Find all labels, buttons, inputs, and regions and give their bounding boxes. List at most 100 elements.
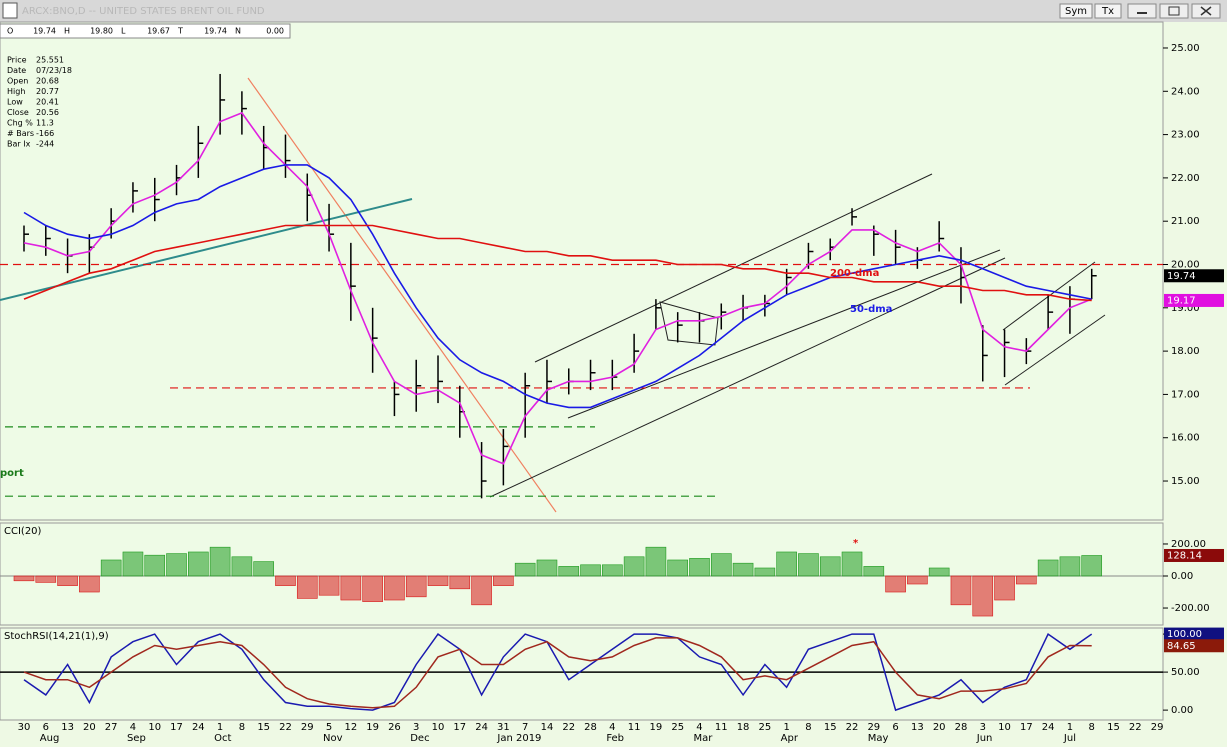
x-tick-label: 6 (892, 722, 898, 733)
maximize-icon (1168, 6, 1180, 16)
y-tick-label: -200.00 (1171, 603, 1210, 614)
cci-bar (188, 551, 209, 577)
cci-bar (209, 546, 231, 577)
cci-bar (340, 575, 362, 601)
month-label: Sep (127, 733, 146, 743)
indicator-line (23, 224, 1092, 302)
cci-bar (754, 567, 776, 577)
trend-line (0, 198, 413, 301)
channel-line (1004, 314, 1106, 386)
channel-line (567, 249, 1001, 419)
info-value: 25.551 (36, 56, 64, 65)
quote-key: T (177, 27, 183, 36)
x-tick-label: 24 (1042, 722, 1055, 733)
annotation: port (0, 468, 24, 479)
month-label: Jul (1063, 733, 1076, 743)
flag-shape (659, 301, 719, 346)
y-tick-label: 15.00 (1171, 476, 1200, 487)
cci-bar (362, 575, 383, 602)
info-value: 11.3 (36, 119, 54, 128)
cci-bar (972, 575, 994, 617)
x-tick-label: 8 (239, 722, 245, 733)
x-tick-label: 6 (43, 722, 49, 733)
cci-bar (841, 551, 863, 577)
cci-bar (384, 575, 405, 601)
quote-value: 19.74 (204, 27, 227, 36)
cci-bar (580, 564, 601, 577)
cci-bar (144, 554, 166, 577)
tx-button[interactable] (1094, 3, 1122, 19)
x-tick-label: 27 (105, 722, 118, 733)
cci-bar (57, 575, 78, 586)
month-label: Jun (976, 733, 993, 743)
month-label: Oct (214, 733, 231, 743)
cci-bar (928, 567, 950, 577)
x-tick-label: 7 (522, 722, 528, 733)
x-tick-label: 24 (475, 722, 488, 733)
y-tick-label: 0.00 (1171, 571, 1193, 582)
y-tick-label: 50.00 (1171, 667, 1200, 678)
x-tick-label: 8 (1089, 722, 1095, 733)
x-tick-label: 17 (453, 722, 466, 733)
y-tick-label: 19.00 (1171, 303, 1200, 314)
last-value-tag (1164, 548, 1224, 562)
info-key: High (7, 87, 25, 96)
cci-bar (885, 575, 906, 593)
quote-value: 19.74 (33, 27, 56, 36)
cci-bar (471, 575, 492, 606)
x-tick-label: 10 (998, 722, 1011, 733)
data-window: Price 25.551 Date 07/23/18 Open 20.68 High 20.7… (7, 56, 72, 149)
x-tick-label: 11 (628, 722, 641, 733)
y-tick-label: 16.00 (1171, 433, 1200, 444)
x-tick-label: 22 (279, 722, 292, 733)
x-tick-label: 29 (867, 722, 880, 733)
y-tick-label: 200.00 (1171, 539, 1206, 550)
annotation: 200-dma (830, 268, 879, 279)
panel-title: CCI(20) (4, 526, 42, 537)
y-tick-label: 17.00 (1171, 389, 1200, 400)
cci-bar (602, 564, 623, 577)
cci-bar (296, 575, 318, 599)
quote-value: 19.80 (90, 27, 113, 36)
info-key: Low (7, 98, 23, 107)
trend-line (247, 77, 557, 513)
last-value-tag (1164, 639, 1224, 653)
price-panel (0, 21, 1164, 521)
x-tick-label: 1 (783, 722, 789, 733)
trend-lines (0, 77, 1106, 513)
cci-bar (689, 558, 710, 577)
annotation: 50-dma (850, 304, 892, 315)
cci-bar (863, 566, 885, 577)
x-tick-label: 19 (366, 722, 379, 733)
cci-bar (1037, 559, 1059, 577)
cci-bar (318, 575, 340, 596)
channel-line (534, 173, 933, 363)
cci-bar (253, 561, 274, 577)
x-tick-label: 26 (388, 722, 401, 733)
app-icon (2, 2, 18, 19)
x-tick-label: 11 (715, 722, 728, 733)
x-tick-label: 8 (805, 722, 811, 733)
x-tick-label: 31 (497, 722, 510, 733)
minimize-button[interactable] (1127, 3, 1157, 19)
x-tick-label: 19 (650, 722, 663, 733)
cci-bar (798, 553, 819, 577)
sym-label[interactable]: Sym (1065, 6, 1087, 17)
quote-value: 0.00 (266, 27, 284, 36)
cci-bar (35, 575, 57, 583)
x-tick-label: 20 (933, 722, 946, 733)
x-tick-label: 25 (758, 722, 771, 733)
x-tick-label: 10 (148, 722, 161, 733)
sym-button[interactable] (1059, 3, 1093, 19)
info-value: 07/23/18 (36, 66, 72, 75)
tx-label[interactable]: Tx (1101, 6, 1114, 17)
maximize-button[interactable] (1159, 3, 1189, 19)
x-tick-label: 13 (61, 722, 74, 733)
x-tick-label: 29 (1151, 722, 1164, 733)
y-tick-label: 25.00 (1171, 43, 1200, 54)
cci-bar (907, 575, 928, 585)
info-key: Bar Ix (7, 140, 31, 149)
month-label: Dec (410, 733, 429, 743)
y-tick-label: 21.00 (1171, 216, 1200, 227)
